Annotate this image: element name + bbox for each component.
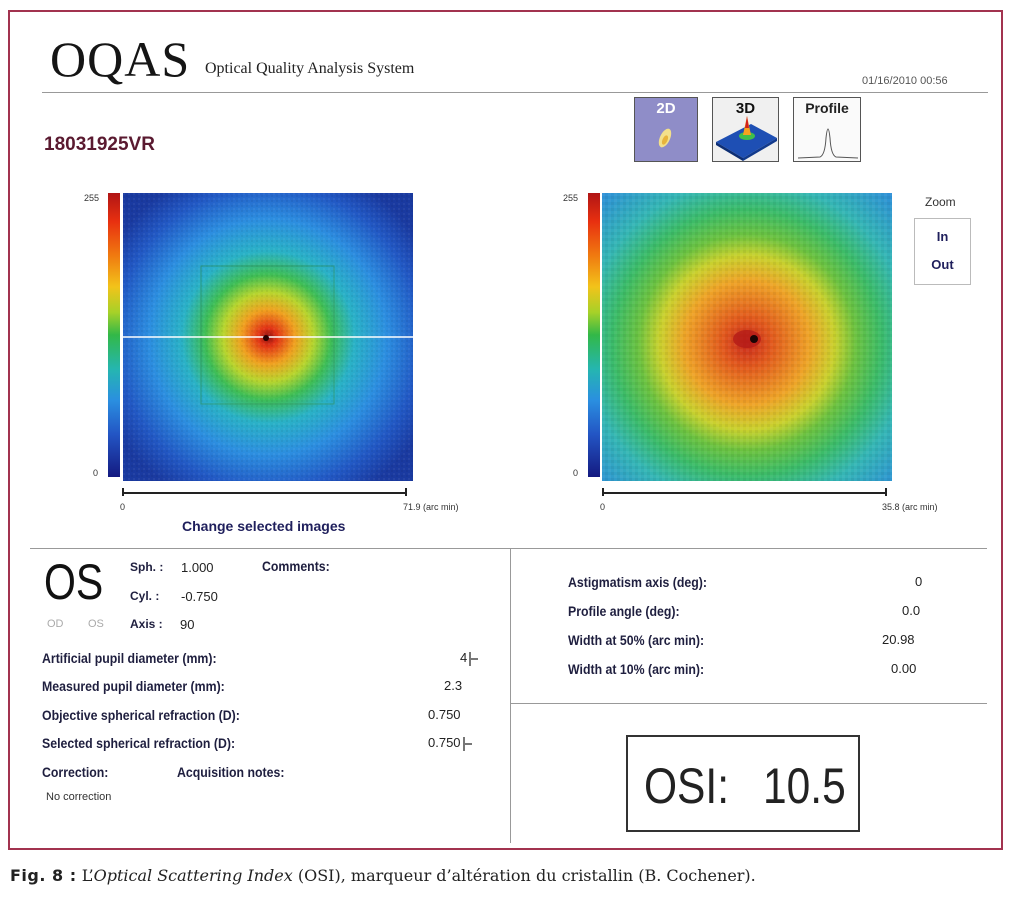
profile-curve-icon <box>797 128 859 159</box>
oqas-logo: OQAS <box>50 31 191 87</box>
left-colorbar-min: 0 <box>93 468 99 478</box>
patient-id: 18031925VR <box>44 134 155 155</box>
left-x-axis-tick-start <box>122 488 124 496</box>
surface-3d-icon <box>716 116 777 161</box>
view-profile-button[interactable]: Profile <box>793 97 861 162</box>
right-x-axis-tick-end <box>885 488 887 496</box>
figure-caption: Fig. 8 : L’Optical Scattering Index (OSI… <box>10 866 756 885</box>
axis-label: Axis : <box>130 617 163 631</box>
cyl-value: -0.750 <box>181 589 218 604</box>
section-divider <box>30 548 987 549</box>
osi-result-box: OSI: 10.5 <box>626 735 860 832</box>
logo-subtitle: Optical Quality Analysis System <box>205 60 415 77</box>
exam-datetime: 01/16/2010 00:56 <box>862 75 948 87</box>
width-10-label: Width at 10% (arc min): <box>568 661 705 677</box>
view-3d-button[interactable]: 3D <box>712 97 779 162</box>
cyl-label: Cyl. : <box>130 589 160 603</box>
eye-os-option[interactable]: OS <box>88 618 104 630</box>
artificial-pupil-label: Artificial pupil diameter (mm): <box>42 650 217 666</box>
eye-od-option[interactable]: OD <box>47 618 64 630</box>
objective-refraction-label: Objective spherical refraction (D): <box>42 707 240 723</box>
left-colorbar-max: 255 <box>84 193 100 203</box>
osi-value: 10.5 <box>763 758 846 814</box>
axis-value: 90 <box>180 617 195 632</box>
zoom-in-button[interactable]: In <box>936 229 949 244</box>
column-divider <box>510 548 511 843</box>
selected-refraction-value: 0.750 <box>428 735 461 750</box>
measured-pupil-label: Measured pupil diameter (mm): <box>42 678 225 694</box>
artificial-pupil-value: 4 <box>460 650 468 665</box>
selected-refraction-label: Selected spherical refraction (D): <box>42 735 236 751</box>
profile-angle-value: 0.0 <box>902 603 921 618</box>
view-3d-label: 3D <box>735 100 756 117</box>
right-psf-2d-zoom-image[interactable] <box>602 193 892 481</box>
selection-rectangle[interactable] <box>200 265 335 405</box>
correction-value: No correction <box>46 791 112 803</box>
caption-l-prefix: L’ <box>81 866 94 885</box>
artificial-pupil-stepper[interactable]: 4 <box>460 650 479 666</box>
view-profile-label: Profile <box>805 100 849 116</box>
astigmatism-axis-value: 0 <box>915 574 923 589</box>
selected-refraction-stepper[interactable]: 0.750 <box>428 735 472 751</box>
caption-term: Optical Scattering Index <box>93 866 293 885</box>
stepper-icon[interactable] <box>462 736 472 751</box>
left-axis-end-label: 71.9 (arc min) <box>403 502 459 512</box>
caption-prefix: Fig. 8 : <box>10 866 77 885</box>
header-divider <box>42 92 988 93</box>
left-x-axis-tick-end <box>405 488 407 496</box>
measured-pupil-value: 2.3 <box>444 678 463 693</box>
astigmatism-axis-label: Astigmatism axis (deg): <box>568 574 707 590</box>
left-x-axis <box>123 492 407 494</box>
objective-refraction-value: 0.750 <box>428 707 461 722</box>
zoom-out-button[interactable]: Out <box>931 257 954 272</box>
results-divider <box>510 703 987 704</box>
acquisition-notes-label: Acquisition notes: <box>177 764 285 780</box>
left-intensity-colorbar <box>108 193 120 477</box>
correction-label: Correction: <box>42 764 109 780</box>
profile-angle-label: Profile angle (deg): <box>568 603 680 619</box>
right-intensity-colorbar <box>588 193 600 477</box>
width-10-value: 0.00 <box>891 661 917 676</box>
comments-label: Comments: <box>262 558 330 574</box>
osi-label: OSI: <box>644 758 730 814</box>
width-50-value: 20.98 <box>882 632 915 647</box>
sph-label: Sph. : <box>130 560 164 574</box>
right-colorbar-max: 255 <box>563 193 579 203</box>
zoom-controls: In Out <box>914 218 971 285</box>
spot-2d-icon <box>658 128 672 148</box>
right-colorbar-min: 0 <box>573 468 579 478</box>
left-psf-2d-image[interactable] <box>123 193 413 481</box>
left-axis-start-label: 0 <box>120 502 126 512</box>
right-axis-start-label: 0 <box>600 502 606 512</box>
sph-value: 1.000 <box>181 560 214 575</box>
view-2d-label: 2D <box>656 100 676 117</box>
stepper-icon[interactable] <box>468 651 479 666</box>
view-2d-button[interactable]: 2D <box>634 97 698 162</box>
change-selected-images-link[interactable]: Change selected images <box>182 518 346 534</box>
zoom-label: Zoom <box>925 195 956 209</box>
right-x-axis-tick-start <box>602 488 604 496</box>
right-x-axis <box>603 492 887 494</box>
width-50-label: Width at 50% (arc min): <box>568 632 705 648</box>
right-axis-end-label: 35.8 (arc min) <box>882 502 938 512</box>
caption-rest: (OSI), marqueur d’altération du cristall… <box>292 866 756 885</box>
selected-eye: OS <box>44 554 104 610</box>
